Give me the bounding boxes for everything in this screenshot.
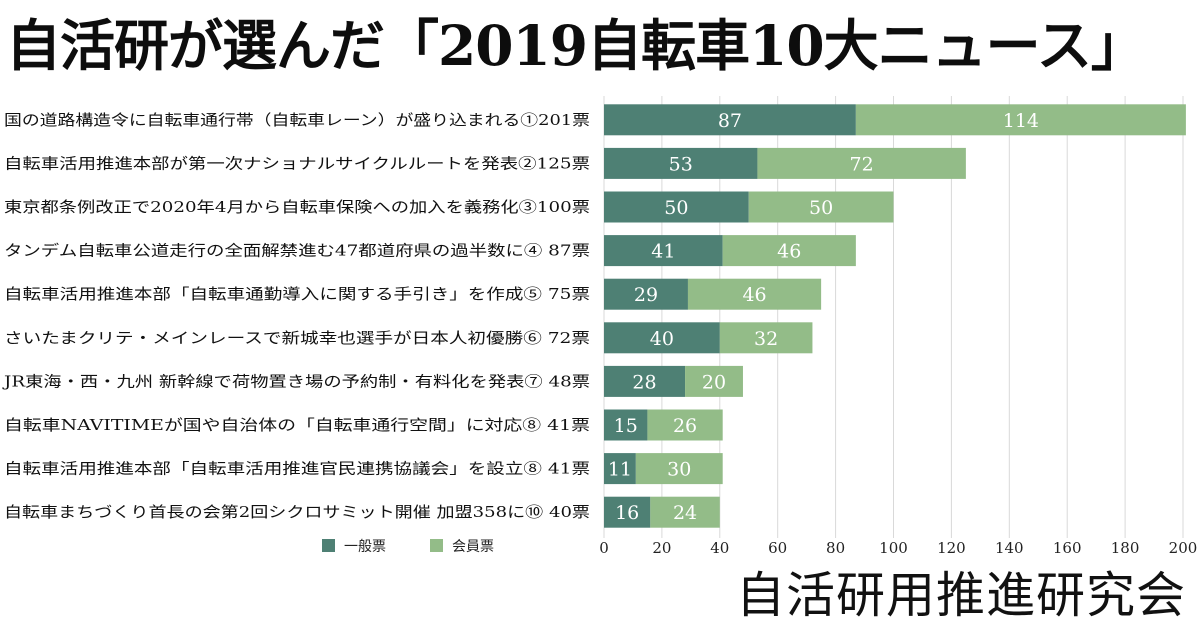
data-label: 30 [667, 459, 691, 481]
bar-segment [647, 409, 723, 441]
category-label: 自転車まちづくり首長の会第2回シクロサミット開催 加盟358に⑩ 40票 [4, 503, 590, 521]
organization-name: 自活研用推進研究会 [735, 567, 1186, 624]
bar-segment [604, 322, 720, 354]
data-label: 11 [608, 459, 632, 481]
legend-label: 一般票 [344, 539, 386, 555]
data-label: 114 [1003, 110, 1039, 132]
x-tick-label: 180 [1111, 539, 1140, 557]
x-tick-label: 160 [1053, 539, 1082, 557]
legend-label: 会員票 [452, 539, 494, 555]
bar-segment [604, 147, 758, 179]
x-tick-label: 200 [1169, 539, 1198, 557]
category-label: 自転車NAVITIMEが国や自治体の「自転車通行空間」に対応⑧ 41票 [4, 416, 590, 434]
data-label: 41 [651, 241, 675, 263]
data-label: 32 [754, 328, 778, 350]
data-label: 26 [673, 415, 697, 437]
x-tick-label: 100 [879, 539, 908, 557]
x-tick-label: 140 [995, 539, 1024, 557]
bar-segment [650, 496, 720, 528]
data-label: 24 [673, 502, 697, 524]
x-tick-label: 40 [710, 539, 729, 557]
category-label: 東京都条例改正で2020年4月から自転車保険への加入を義務化③100票 [4, 198, 590, 216]
data-label: 72 [850, 153, 874, 175]
x-tick-label: 80 [826, 539, 845, 557]
x-tick-label: 120 [937, 539, 966, 557]
category-label: タンデム自転車公道走行の全面解禁進む47都道府県の過半数に④ 87票 [4, 242, 590, 260]
data-label: 46 [777, 241, 801, 263]
chart-title: 自活研が選んだ「2019自転車10大ニュース」 [6, 13, 1146, 78]
bar-segment [635, 453, 723, 485]
data-label: 28 [632, 371, 656, 393]
category-labels: 国の道路構造令に自転車通行帯（自転車レーン）が盛り込まれる①201票自転車活用推… [2, 111, 590, 521]
data-label: 46 [742, 284, 766, 306]
data-label: 29 [634, 284, 658, 306]
bar-segment [685, 365, 743, 397]
category-label: さいたまクリテ・メインレースで新城幸也選手が日本人初優勝⑥ 72票 [4, 329, 590, 347]
x-tick-label: 0 [599, 539, 609, 557]
data-label: 50 [664, 197, 688, 219]
category-label: 自転車活用推進本部「自転車活用推進官民連携協議会」を設立⑧ 41票 [4, 460, 590, 478]
bar-segment [604, 235, 723, 267]
data-label: 50 [809, 197, 833, 219]
bar-segment [757, 147, 966, 179]
bar-segment [719, 322, 813, 354]
bar-segment [748, 191, 894, 223]
x-axis-tick-labels: 0 20 40 60 80 100 120 140 160 180 200 [599, 539, 1197, 557]
bar-segment [604, 496, 651, 528]
data-label: 87 [718, 110, 742, 132]
bar-segment [604, 409, 648, 441]
category-label: 自転車活用推進本部が第一次ナショナルサイクルルートを発表②125票 [4, 154, 590, 172]
bar-series: 87 114 53 72 50 50 41 46 29 46 40 32 28 20 15 26 11 30 16 2… [604, 104, 1186, 528]
bar-segment [722, 235, 856, 267]
category-label: 国の道路構造令に自転車通行帯（自転車レーン）が盛り込まれる①201票 [4, 111, 590, 129]
data-label: 16 [615, 502, 639, 524]
data-label: 53 [669, 153, 693, 175]
category-label: 自転車活用推進本部「自転車通勤導入に関する手引き」を作成⑤ 75票 [4, 285, 590, 303]
data-label: 15 [614, 415, 638, 437]
category-label: JR東海・西・九州 新幹線で荷物置き場の予約制・有料化を発表⑦ 48票 [2, 372, 590, 390]
bar-segment [855, 104, 1186, 136]
x-tick-label: 60 [768, 539, 787, 557]
bar-segment [604, 278, 688, 310]
bar-segment [604, 191, 749, 223]
bar-segment [604, 453, 636, 485]
legend-swatch [322, 539, 335, 552]
bar-segment [604, 365, 686, 397]
x-tick-label: 20 [652, 539, 671, 557]
bar-segment [687, 278, 822, 310]
legend-swatch [430, 539, 443, 552]
bar-segment [604, 104, 856, 136]
data-label: 40 [650, 328, 674, 350]
data-label: 20 [702, 371, 726, 393]
legend: 一般票 会員票 [322, 539, 494, 555]
